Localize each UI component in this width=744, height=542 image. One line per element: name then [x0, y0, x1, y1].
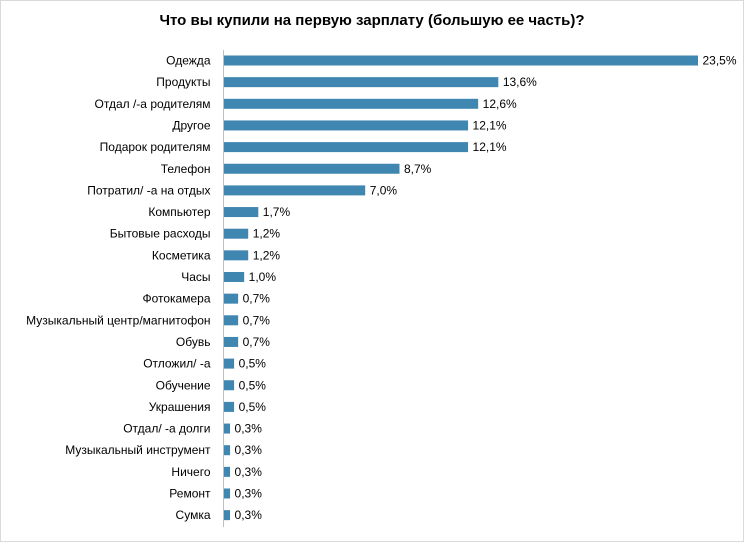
bar [224, 315, 239, 326]
category-label: Потратил/ -а на отдых [87, 183, 210, 197]
category-label: Отдал/ -а долги [123, 422, 210, 436]
bar [224, 293, 239, 304]
category-label: Косметика [152, 248, 211, 262]
data-label: 0,5% [239, 378, 267, 392]
category-label: Компьютер [148, 205, 210, 219]
category-label: Отдал /-а родителям [95, 97, 211, 111]
bar [224, 336, 239, 347]
data-label: 1,2% [253, 227, 281, 241]
bar [224, 185, 366, 196]
data-label: 12,1% [473, 140, 507, 154]
bar [224, 510, 231, 521]
data-label: 0,7% [243, 292, 271, 306]
bar [224, 488, 231, 499]
bar [224, 445, 231, 456]
data-label: 0,3% [235, 465, 263, 479]
bar [224, 77, 499, 88]
data-label: 12,6% [483, 97, 517, 111]
bar [224, 250, 249, 261]
data-label: 0,7% [243, 313, 271, 327]
bar [224, 55, 698, 66]
bar [224, 228, 249, 239]
data-label: 13,6% [503, 75, 537, 89]
bar [224, 401, 235, 412]
category-label: Фотокамера [142, 292, 210, 306]
data-label: 0,3% [235, 443, 263, 457]
category-label: Отложил/ -а [143, 357, 211, 371]
data-label: 7,0% [370, 183, 398, 197]
data-label: 0,3% [235, 508, 263, 522]
category-label: Ремонт [169, 487, 211, 501]
bar [224, 358, 235, 369]
category-label: Музыкальный инструмент [65, 443, 211, 457]
bar [224, 466, 231, 477]
bar [224, 163, 400, 174]
data-label: 0,3% [235, 422, 263, 436]
data-label: 0,3% [235, 487, 263, 501]
data-label: 1,7% [263, 205, 291, 219]
data-label: 12,1% [473, 118, 507, 132]
category-label: Продукты [156, 75, 210, 89]
category-label: Обучение [156, 378, 211, 392]
category-label: Обувь [176, 335, 211, 349]
data-label: 23,5% [703, 54, 737, 68]
category-label: Бытовые расходы [110, 227, 211, 241]
chart-title: Что вы купили на первую зарплату (большу… [159, 12, 585, 29]
category-label: Ничего [171, 465, 210, 479]
data-label: 8,7% [404, 162, 432, 176]
bar [224, 207, 259, 218]
category-label: Другое [172, 118, 210, 132]
bar [224, 380, 235, 391]
bar [224, 98, 479, 109]
category-label: Украшения [149, 400, 211, 414]
category-label: Подарок родителям [100, 140, 211, 154]
category-label: Одежда [166, 54, 211, 68]
bar [224, 120, 469, 131]
bar [224, 423, 231, 434]
data-label: 1,2% [253, 248, 281, 262]
category-label: Часы [181, 270, 210, 284]
bar [224, 142, 469, 153]
category-label: Музыкальный центр/магнитофон [26, 313, 210, 327]
data-label: 1,0% [249, 270, 277, 284]
data-label: 0,5% [239, 357, 267, 371]
category-label: Сумка [176, 508, 211, 522]
category-label: Телефон [161, 162, 211, 176]
data-label: 0,5% [239, 400, 267, 414]
data-label: 0,7% [243, 335, 271, 349]
bar [224, 272, 245, 282]
